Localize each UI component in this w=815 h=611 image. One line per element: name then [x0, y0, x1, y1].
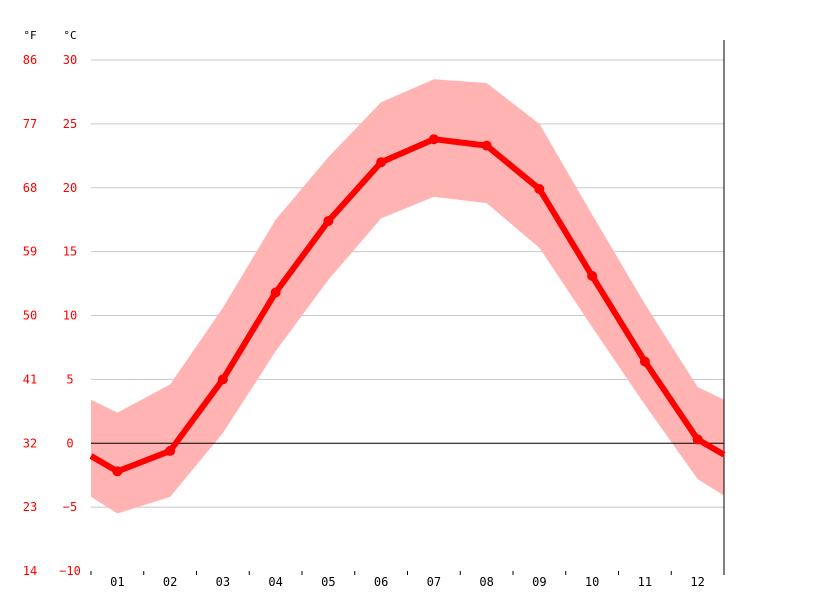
data-point	[639, 356, 650, 367]
y-tick-label-celsius: −5	[63, 500, 77, 514]
x-tick-label: 02	[163, 575, 177, 589]
x-tick-label: 08	[479, 575, 493, 589]
mean-temperature-line	[89, 136, 726, 475]
data-point	[270, 287, 281, 298]
y-tick-label-celsius: −10	[59, 564, 81, 578]
x-tick-label: 03	[216, 575, 230, 589]
y-tick-label-fahrenheit: 77	[23, 117, 37, 131]
fahrenheit-unit-label: °F	[23, 29, 36, 42]
mean-line-layer	[89, 134, 726, 477]
y-tick-label-fahrenheit: 41	[23, 372, 37, 386]
y-tick-label-fahrenheit: 14	[23, 564, 37, 578]
data-point	[217, 374, 228, 385]
y-tick-label-celsius: 30	[63, 53, 77, 67]
range-band	[91, 79, 724, 514]
data-point	[587, 270, 598, 281]
data-point	[376, 157, 387, 168]
y-tick-label-fahrenheit: 23	[23, 500, 37, 514]
x-tick-label: 12	[690, 575, 704, 589]
axis-layer	[90, 40, 725, 575]
y-tick-label-celsius: 25	[63, 117, 77, 131]
x-tick-label: 11	[638, 575, 652, 589]
y-tick-label-celsius: 20	[63, 181, 77, 195]
y-tick-label-fahrenheit: 68	[23, 181, 37, 195]
y-tick-label-celsius: 5	[66, 372, 73, 386]
y-tick-label-celsius: 0	[66, 436, 73, 450]
y-tick-label-celsius: 10	[63, 309, 77, 323]
y-tick-label-fahrenheit: 59	[23, 245, 37, 259]
range-band-layer	[91, 79, 724, 514]
x-tick-label: 05	[321, 575, 335, 589]
x-tick-label: 09	[532, 575, 546, 589]
data-point	[692, 434, 703, 445]
x-tick-label: 06	[374, 575, 388, 589]
y-tick-label-fahrenheit: 86	[23, 53, 37, 67]
x-tick-label: 01	[110, 575, 124, 589]
y-tick-label-celsius: 15	[63, 245, 77, 259]
x-tick-label: 10	[585, 575, 599, 589]
data-point	[165, 445, 176, 456]
x-tick-label: 04	[268, 575, 282, 589]
data-point	[428, 134, 439, 145]
y-tick-label-fahrenheit: 50	[23, 309, 37, 323]
data-point	[323, 215, 334, 226]
y-tick-label-fahrenheit: 32	[23, 436, 37, 450]
data-point	[112, 466, 123, 477]
celsius-unit-label: °C	[63, 29, 76, 42]
data-point	[481, 140, 492, 151]
x-tick-label: 07	[427, 575, 441, 589]
data-point	[534, 184, 545, 195]
